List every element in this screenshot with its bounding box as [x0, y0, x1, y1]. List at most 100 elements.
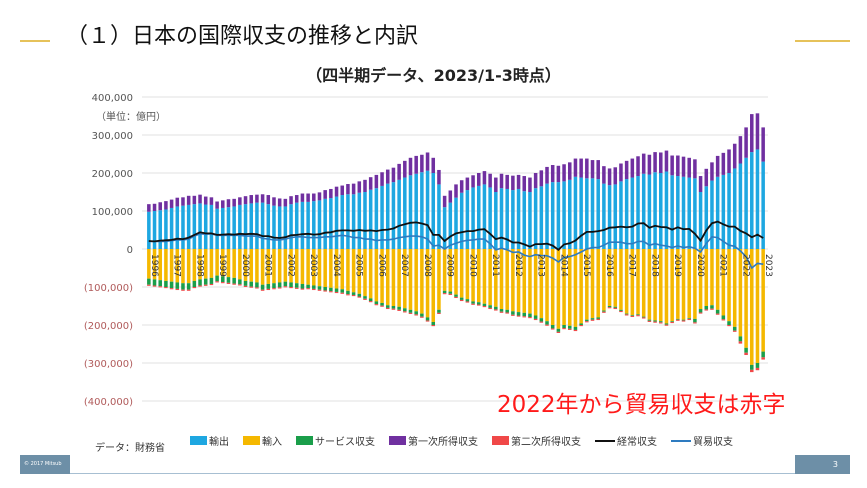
- bar-secondary: [505, 312, 509, 314]
- bar-primary: [346, 184, 350, 195]
- bar-primary: [232, 198, 236, 207]
- bar-imports: [363, 249, 367, 297]
- bar-services: [181, 283, 185, 290]
- bar-imports: [329, 249, 333, 288]
- bar-imports: [152, 249, 157, 280]
- bar-secondary: [408, 312, 413, 314]
- bar-secondary: [397, 309, 401, 311]
- x-tick-label: 2013: [536, 254, 546, 277]
- bar-services: [277, 282, 282, 288]
- bar-primary: [238, 197, 242, 205]
- bar-services: [721, 315, 726, 320]
- bar-exports: [573, 176, 578, 249]
- bar-services: [494, 306, 498, 310]
- y-tick-label: 100,000: [92, 207, 133, 218]
- bar-exports: [340, 195, 345, 249]
- bar-exports: [732, 168, 737, 249]
- x-tick-label: 2019: [672, 254, 682, 277]
- bar-exports: [641, 173, 646, 249]
- bar-primary: [169, 199, 174, 208]
- bar-secondary: [596, 318, 600, 321]
- bar-imports: [175, 249, 180, 283]
- bar-secondary: [374, 304, 379, 306]
- bar-secondary: [209, 283, 214, 286]
- bar-services: [499, 309, 504, 312]
- bar-exports: [289, 204, 293, 249]
- bar-services: [192, 280, 197, 287]
- bar-imports: [226, 249, 231, 278]
- bar-secondary: [294, 287, 299, 289]
- bar-imports: [488, 249, 492, 306]
- bar-secondary: [403, 311, 407, 313]
- bar-exports: [408, 175, 413, 249]
- bar-services: [715, 309, 720, 314]
- bar-services: [459, 297, 464, 300]
- bar-imports: [471, 249, 475, 302]
- bar-services: [232, 277, 236, 284]
- bar-primary: [715, 155, 720, 177]
- bar-exports: [476, 185, 481, 249]
- bar-services: [482, 303, 487, 306]
- bar-exports: [761, 161, 765, 249]
- bar-services: [442, 290, 447, 294]
- bar-exports: [266, 204, 271, 249]
- bar-secondary: [738, 341, 743, 344]
- legend: 輸出 輸入 サービス収支 第一次所得収支 第二次所得収支 経常収支 貿易収支: [190, 433, 733, 448]
- bar-secondary: [647, 320, 652, 322]
- bar-services: [420, 313, 424, 317]
- bar-imports: [147, 249, 151, 279]
- bar-secondary: [357, 296, 362, 298]
- bar-secondary: [698, 312, 703, 314]
- bar-services: [619, 309, 623, 311]
- bar-exports: [533, 188, 538, 249]
- bar-secondary: [579, 325, 583, 327]
- chart-plot: 400,000 300,000 200,000 100,000 0 (100,000) (2…: [84, 93, 773, 408]
- bar-primary: [260, 194, 265, 203]
- bar-services: [317, 286, 322, 290]
- bar-exports: [368, 189, 373, 249]
- bar-services: [164, 280, 168, 287]
- bar-services: [158, 280, 162, 287]
- bar-imports: [266, 249, 271, 284]
- bar-secondary: [573, 329, 578, 332]
- bar-services: [357, 293, 362, 297]
- bar-secondary: [300, 288, 305, 290]
- bar-services: [704, 306, 709, 310]
- bar-exports: [397, 179, 401, 249]
- legend-swatch-secondary: [492, 436, 509, 445]
- bar-primary: [585, 158, 589, 179]
- bar-primary: [721, 152, 726, 175]
- y-tick-label: (400,000): [84, 397, 133, 408]
- bar-exports: [346, 194, 350, 249]
- bar-primary: [727, 149, 731, 173]
- bar-primary: [533, 173, 538, 189]
- bar-exports: [414, 173, 418, 249]
- bar-imports: [516, 249, 521, 313]
- bar-exports: [249, 203, 253, 249]
- bar-primary: [147, 204, 151, 212]
- bar-exports: [152, 211, 157, 249]
- bar-secondary: [488, 307, 492, 310]
- bar-exports: [721, 174, 726, 249]
- x-tick-label: 2018: [649, 254, 659, 277]
- x-tick-label: 2009: [445, 254, 455, 277]
- bar-imports: [294, 249, 299, 284]
- bar-services: [511, 311, 515, 315]
- x-tick-label: 1998: [194, 254, 204, 277]
- bar-secondary: [340, 292, 345, 294]
- bar-exports: [198, 203, 202, 249]
- bar-imports: [448, 249, 453, 292]
- bar-services: [465, 299, 470, 302]
- bar-imports: [255, 249, 259, 283]
- bar-primary: [215, 201, 219, 209]
- bar-primary: [732, 143, 737, 169]
- bar-exports: [448, 202, 453, 249]
- bar-imports: [482, 249, 487, 304]
- bar-primary: [403, 160, 407, 178]
- bar-exports: [567, 179, 572, 249]
- bar-primary: [476, 173, 481, 186]
- bar-exports: [323, 198, 327, 249]
- bar-secondary: [198, 285, 202, 287]
- bar-exports: [260, 202, 265, 249]
- bar-secondary: [312, 288, 316, 291]
